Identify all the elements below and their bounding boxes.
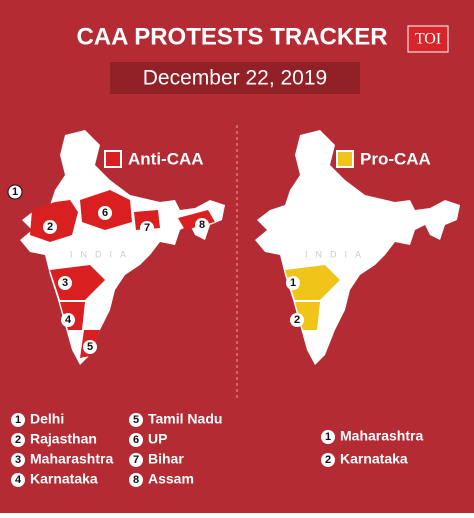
list-bullet [11, 433, 25, 447]
list-name: Delhi [30, 411, 64, 427]
marker-number: 1 [290, 277, 296, 289]
marker [83, 340, 97, 354]
marker [58, 276, 72, 290]
list-number: 1 [15, 414, 21, 426]
marker [286, 276, 300, 290]
legend-swatch [104, 150, 122, 168]
list-name: UP [148, 431, 167, 447]
list-bullet [129, 433, 143, 447]
logo-box [407, 25, 449, 53]
marker [195, 218, 209, 232]
rajasthan [30, 200, 78, 242]
lists: 1 Delhi 2 Rajasthan 3 Maharashtra 4 Karnataka 5 T… [11, 411, 423, 487]
list-bullet [11, 413, 25, 427]
marker [43, 220, 57, 234]
list-name: Tamil Nadu [148, 411, 222, 427]
watermark: INDIA [305, 249, 369, 259]
list-number: 5 [133, 414, 139, 426]
marker-number: 2 [47, 221, 53, 233]
marker-number: 5 [87, 341, 93, 353]
marker-number: 6 [102, 207, 108, 219]
list-name: Maharashtra [340, 428, 423, 444]
list-name: Karnataka [30, 471, 98, 487]
title: CAA PROTESTS TRACKER [76, 23, 387, 50]
marker-number: 3 [62, 277, 68, 289]
list-name: Rajasthan [30, 431, 97, 447]
list-number: 3 [15, 454, 21, 466]
list-bullet [11, 453, 25, 467]
marker-number: 4 [65, 314, 72, 326]
list-number: 1 [325, 431, 331, 443]
list-name: Assam [148, 471, 194, 487]
marker-number: 1 [12, 186, 18, 198]
marker [98, 206, 112, 220]
marker [290, 313, 304, 327]
list-number: 2 [325, 454, 331, 466]
list-name: Bihar [148, 451, 184, 467]
list-name: Karnataka [340, 451, 408, 467]
marker [61, 313, 75, 327]
marker-number: 7 [144, 222, 150, 234]
legend-label: Anti-CAA [128, 149, 204, 168]
maharashtra [50, 265, 105, 300]
legend-swatch [336, 150, 354, 168]
list-bullet [321, 453, 335, 467]
marker-number: 8 [199, 219, 205, 231]
marker-number: 2 [294, 314, 300, 326]
watermark: INDIA [70, 249, 134, 259]
list-number: 6 [133, 434, 139, 446]
list-bullet [11, 473, 25, 487]
bihar [134, 210, 160, 230]
pro-caa-map: 1 2 INDIA [255, 130, 460, 365]
list-number: 4 [15, 474, 22, 486]
list-bullet [129, 473, 143, 487]
list-bullet [129, 413, 143, 427]
date: December 22, 2019 [143, 67, 327, 90]
marker [7, 184, 23, 200]
marker [140, 221, 154, 235]
assam [178, 210, 215, 230]
list-name: Maharashtra [30, 451, 113, 467]
list-bullet [129, 453, 143, 467]
maharashtra [285, 265, 340, 300]
legend-label: Pro-CAA [360, 149, 431, 168]
list-bullet [321, 430, 335, 444]
list-number: 7 [133, 454, 139, 466]
list-number: 2 [15, 434, 21, 446]
date-bar [110, 62, 360, 94]
logo: TOI [415, 31, 441, 48]
list-number: 8 [133, 474, 139, 486]
anti-caa-map: 1 2 3 4 5 6 7 8 INDIA [7, 130, 225, 365]
